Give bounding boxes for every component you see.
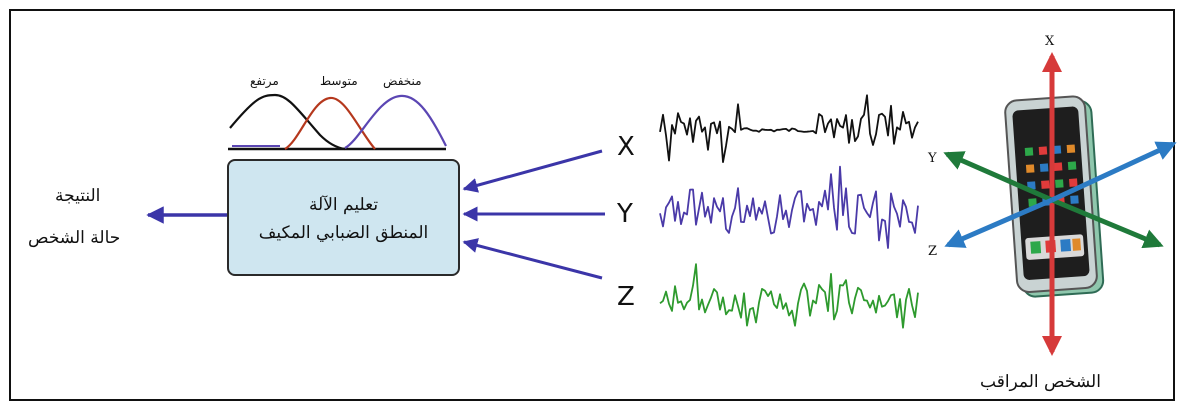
phone-axis-label-y: Y xyxy=(928,151,937,166)
process-box: تعليم الآلة المنطق الضبابي المكيف xyxy=(227,159,460,276)
waveform-y xyxy=(659,165,919,249)
fuzzy-label-high: مرتفع xyxy=(250,74,279,88)
output-label-1: النتيجة xyxy=(55,186,101,206)
arrow-z-input xyxy=(462,238,603,280)
phone-axis-label-z: Z xyxy=(928,244,938,259)
process-line-1: تعليم الآلة xyxy=(308,195,379,215)
fuzzy-label-low: منخفض xyxy=(383,74,422,88)
signal-label-x: X xyxy=(617,132,635,162)
signal-label-y: Y xyxy=(617,199,633,229)
phone-axis-label-x: X xyxy=(1045,34,1055,49)
signal-label-z: Z xyxy=(617,282,635,312)
input-arrows xyxy=(462,149,605,280)
phone-illustration xyxy=(943,52,1177,356)
process-line-2: المنطق الضبابي المكيف xyxy=(258,223,429,243)
diagram-frame xyxy=(9,9,1175,401)
membership-curve-high xyxy=(229,93,346,151)
output-label-2: حالة الشخص xyxy=(28,228,121,248)
waveform-x xyxy=(659,94,919,163)
membership-curve-medium xyxy=(284,96,376,150)
phone-y-axis-arrow xyxy=(943,151,1054,203)
waveform-z xyxy=(659,263,919,329)
fuzzy-label-medium: متوسط xyxy=(320,74,358,88)
membership-chart xyxy=(228,93,447,151)
monitored-person-caption: الشخص المراقب xyxy=(980,372,1101,392)
arrow-x-input xyxy=(462,149,603,193)
membership-curve-low xyxy=(344,94,447,149)
signal-waveforms xyxy=(659,94,919,329)
phone-z-axis-arrow xyxy=(944,197,1053,248)
